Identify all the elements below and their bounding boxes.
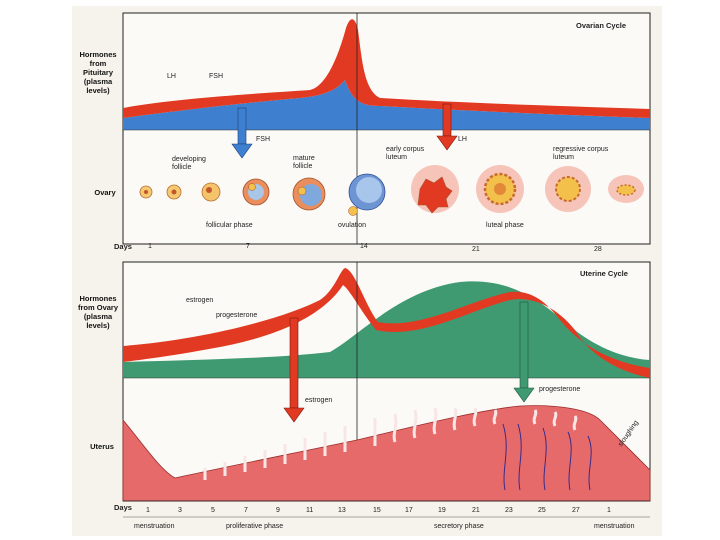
corpus-luteum-regressing [545,166,591,212]
blood-vessels [502,423,592,491]
fsh-band [123,80,650,130]
fsh-arrow [231,107,253,159]
corpus-luteum-mature [476,165,524,213]
lh-band [123,19,650,118]
bottom-day-11: 11 [306,507,314,514]
proliferative-phase-label: proliferative phase [226,523,284,530]
bottom-day-15: 15 [373,507,381,514]
ovary-label: Ovary [94,188,116,197]
bottom-day-1-next: 1 [607,507,611,514]
bottom-day-13: 13 [338,507,346,514]
top-day-14: 14 [360,243,368,250]
ovulation-label: ovulation [338,222,367,229]
bottom-day-5: 5 [211,507,215,514]
uterine-glands [203,407,578,480]
bottom-day-21: 21 [472,507,480,514]
developing-follicle-label: developing follicle [172,156,206,171]
corpus-albicans [608,175,644,203]
bottom-day-1: 1 [146,507,150,514]
progesterone-curve-label: progesterone [216,312,258,319]
follicle-5 [292,177,326,211]
bottom-day-25: 25 [538,507,546,514]
regressive-corpus-luteum-label: regressive corpus luteum [553,146,609,161]
top-day-28: 28 [594,246,602,253]
lh-curve-label: LH [167,73,176,80]
bottom-day-7: 7 [244,507,248,514]
top-days-label: Days [114,242,132,251]
pituitary-hormones-label: Hormones from Pituitary (plasma levels) [79,50,117,95]
progesterone-arrow [513,301,535,403]
follicle-3 [201,182,221,202]
estrogen-curve-label: estrogen [186,297,214,304]
menstruation-phase-label-2: menstruation [594,523,635,530]
top-day-21: 21 [472,246,480,253]
luteal-phase-label: luteal phase [486,222,524,229]
estrogen-arrow-label: estrogen [305,397,333,404]
bottom-day-9: 9 [276,507,280,514]
bottom-day-17: 17 [405,507,413,514]
ovary-hormones-label: Hormones from Ovary (plasma levels) [77,294,119,330]
bottom-day-19: 19 [438,507,446,514]
uterus-label: Uterus [90,442,114,451]
early-corpus-luteum-label: early corpus luteum [386,146,425,161]
follicle-4 [242,178,270,206]
lh-arrow [436,103,458,151]
mature-follicle-label: mature follicle [293,155,315,170]
fsh-arrow-label: FSH [256,136,270,143]
endometrium [122,405,651,502]
top-day-1: 1 [148,243,152,250]
follicle-2 [166,184,182,200]
lh-arrow-label: LH [458,136,467,143]
fsh-curve-label: FSH [209,73,223,80]
progesterone-arrow-label: progesterone [539,386,581,393]
bottom-day-3: 3 [178,507,182,514]
bottom-days-label: Days [114,503,132,512]
bottom-day-27: 27 [572,507,580,514]
bottom-day-23: 23 [505,507,513,514]
menstruation-phase-label: menstruation [134,523,175,530]
estrogen-curve [123,268,650,378]
follicle-1 [139,185,153,199]
uterine-cycle-title: Uterine Cycle [580,269,628,278]
follicle-ovulating [348,173,386,216]
follicular-phase-label: follicular phase [206,222,253,229]
ovarian-cycle-title: Ovarian Cycle [576,21,627,30]
estrogen-arrow [283,317,305,423]
top-day-7: 7 [246,243,250,250]
corpus-luteum-early [411,165,459,214]
secretory-phase-label: secretory phase [434,523,484,530]
